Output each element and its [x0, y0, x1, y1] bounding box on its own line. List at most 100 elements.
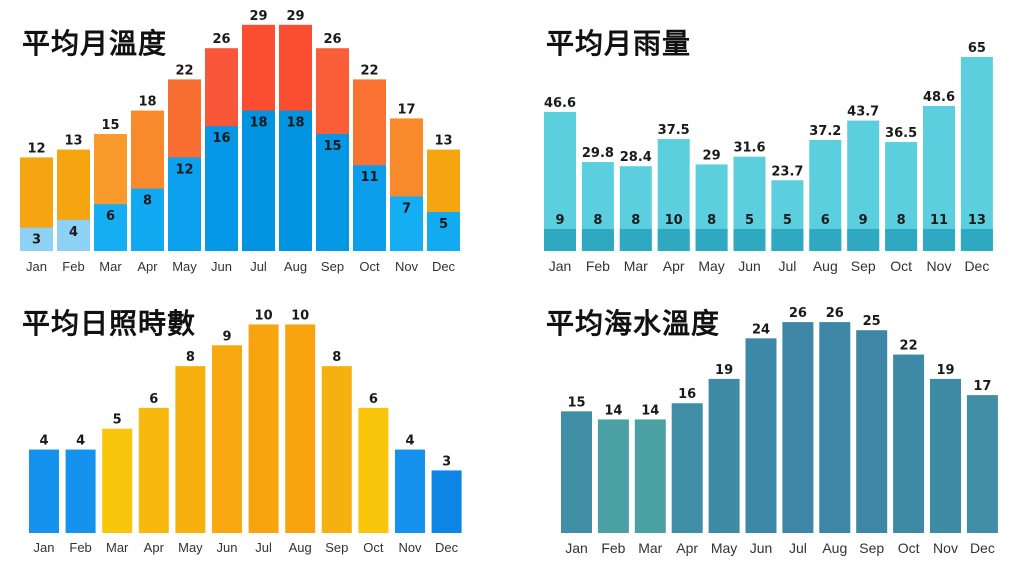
temp-high-label: 17 — [397, 102, 415, 117]
temp-low-bar — [242, 110, 275, 251]
rain-days-label: 10 — [665, 213, 683, 228]
temp-high-label: 18 — [138, 95, 156, 110]
temperature-month-tick: Jan — [26, 259, 47, 274]
temp-high-label: 13 — [64, 134, 82, 149]
sunshine-month-tick: Jul — [255, 540, 272, 555]
temperature-month-tick: Jun — [211, 259, 232, 274]
sea-temperature-month-tick: Mar — [638, 540, 662, 556]
temperature-month-tick: Sep — [321, 259, 344, 274]
rainfall-month-tick: Jul — [778, 258, 796, 274]
rainfall-bar — [544, 111, 576, 251]
sunshine-value-label: 5 — [113, 413, 122, 428]
sea-temp-value-label: 16 — [678, 387, 696, 402]
sea-temp-bar — [745, 338, 777, 533]
temp-low-label: 8 — [143, 194, 152, 209]
temp-low-bar — [316, 134, 349, 251]
sea-temp-value-label: 24 — [752, 322, 770, 337]
temp-low-bar — [94, 204, 127, 251]
sea-temp-value-label: 22 — [900, 339, 918, 354]
rain-days-bar — [923, 229, 955, 251]
temperature-month-tick: Apr — [137, 259, 158, 274]
sunshine-value-label: 10 — [255, 308, 273, 323]
temperature-month-tick: Nov — [395, 259, 419, 274]
rain-days-bar — [733, 229, 766, 251]
sunshine-month-tick: Feb — [69, 540, 91, 555]
sea-temp-bar — [966, 395, 998, 533]
sea-temperature-chart-title: 平均海水溫度 — [546, 307, 721, 340]
rainfall-month-tick: Dec — [964, 258, 989, 274]
sea-temp-bar — [561, 411, 592, 533]
sea-temp-bar — [782, 322, 814, 533]
sunshine-bar — [285, 324, 316, 533]
rainfall-label: 28.4 — [620, 150, 652, 165]
rainfall-label: 65 — [968, 41, 986, 56]
rain-days-label: 8 — [897, 213, 906, 228]
temperature-month-tick: Oct — [359, 259, 380, 274]
sunshine-month-tick: Nov — [398, 540, 422, 555]
sunshine-value-label: 4 — [405, 434, 414, 449]
sea-temperature-month-tick: Nov — [933, 540, 958, 556]
rain-days-label: 9 — [859, 213, 868, 228]
sea-temperature-month-tick: Apr — [676, 540, 698, 556]
rainfall-month-tick: Oct — [890, 258, 912, 274]
sea-temp-value-label: 14 — [604, 403, 622, 418]
sea-temperature-month-tick: Jun — [750, 540, 773, 556]
rainfall-label: 29.8 — [582, 146, 614, 161]
sea-temperature-month-tick: Sep — [859, 540, 884, 556]
temp-low-label: 18 — [249, 116, 267, 131]
sunshine-bar — [248, 324, 279, 533]
sunshine-bar — [212, 345, 242, 533]
temperature-month-tick: Mar — [99, 259, 122, 274]
sunshine-value-label: 4 — [39, 434, 48, 449]
sea-temperature-month-tick: Oct — [898, 540, 920, 556]
sunshine-month-tick: Apr — [144, 540, 165, 555]
rainfall-bar — [923, 105, 955, 251]
sunshine-month-tick: Mar — [106, 540, 129, 555]
sunshine-bar — [175, 366, 206, 533]
sunshine-month-tick: Oct — [363, 540, 384, 555]
temp-low-label: 6 — [106, 209, 115, 224]
sunshine-bar — [138, 407, 169, 533]
temp-low-label: 16 — [212, 131, 230, 146]
sunshine-month-tick: Jun — [217, 540, 238, 555]
rainfall-month-tick: Sep — [851, 258, 876, 274]
rainfall-label: 48.6 — [923, 90, 955, 105]
temp-high-label: 22 — [175, 63, 193, 78]
rain-days-bar — [885, 229, 918, 251]
sea-temperature-month-tick: Jul — [789, 540, 807, 556]
sea-temp-bar — [671, 403, 703, 533]
sea-temp-bar — [819, 322, 851, 533]
temp-high-label: 13 — [434, 134, 452, 149]
sunshine-bar — [431, 470, 462, 533]
rain-days-label: 8 — [707, 213, 716, 228]
temp-high-label: 29 — [286, 9, 304, 24]
sunshine-value-label: 6 — [149, 392, 158, 407]
rainfall-label: 46.6 — [544, 96, 576, 111]
sea-temp-value-label: 26 — [826, 306, 844, 321]
rain-days-bar — [657, 229, 690, 251]
rain-days-bar — [544, 229, 576, 251]
temp-low-bar — [131, 188, 164, 251]
sea-temp-bar — [930, 378, 961, 533]
temperature-chart-title: 平均月溫度 — [22, 27, 168, 60]
rain-days-label: 11 — [930, 213, 948, 228]
rain-days-bar — [619, 229, 652, 251]
temp-low-bar — [20, 227, 53, 251]
rain-days-bar — [809, 229, 842, 251]
temp-low-label: 18 — [286, 116, 304, 131]
rain-days-bar — [581, 229, 614, 251]
temp-low-bar — [390, 196, 423, 251]
sea-temperature-month-tick: Feb — [601, 540, 625, 556]
rain-days-label: 5 — [745, 213, 754, 228]
sunshine-value-label: 9 — [222, 329, 231, 344]
rainfall-chart-title: 平均月雨量 — [546, 27, 692, 60]
rain-days-bar — [960, 229, 993, 251]
sea-temperature-month-tick: May — [711, 540, 737, 556]
temperature-month-tick: Jul — [250, 259, 267, 274]
sunshine-month-tick: Dec — [435, 540, 459, 555]
rain-days-label: 8 — [593, 213, 602, 228]
temp-high-label: 26 — [323, 32, 341, 47]
temp-low-bar — [168, 157, 201, 251]
sunshine-value-label: 10 — [291, 308, 309, 323]
